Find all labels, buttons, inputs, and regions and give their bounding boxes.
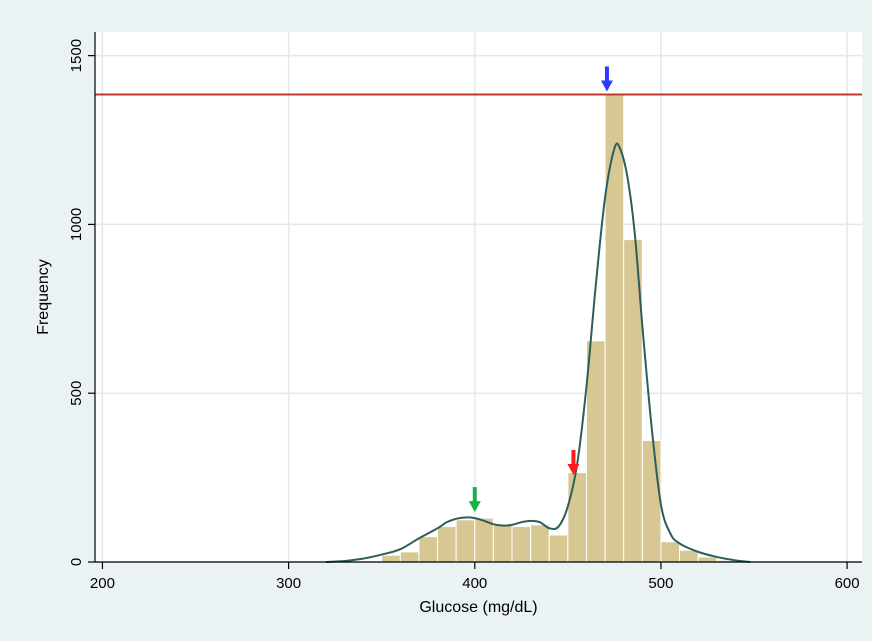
y-tick-label-500: 500 xyxy=(68,381,85,406)
y-tick-label-1500: 1500 xyxy=(68,39,85,72)
histogram-bar-460 xyxy=(585,340,606,563)
y-axis-ticks: 0 500 1000 1500 xyxy=(68,39,95,566)
histogram-bar-380 xyxy=(437,526,457,563)
arrow-shaft xyxy=(571,449,576,465)
histogram-bar-370 xyxy=(418,536,439,563)
histogram-bar-420 xyxy=(511,526,532,563)
histogram-bar-510 xyxy=(679,549,699,563)
arrow-head xyxy=(600,80,613,92)
arrow-shaft xyxy=(604,66,609,82)
histogram-bar-390 xyxy=(455,519,476,563)
histogram-bar-360 xyxy=(399,551,420,563)
histogram-bar-440 xyxy=(548,534,569,563)
y-axis-title: Frequency xyxy=(35,259,52,335)
histogram-bar-450 xyxy=(567,472,587,563)
histogram-bar-470 xyxy=(604,93,625,563)
arrow-head xyxy=(468,501,481,513)
y-tick-label-1000: 1000 xyxy=(68,208,85,241)
x-axis-title: Glucose (mg/dL) xyxy=(419,599,537,616)
arrow-markers xyxy=(468,66,613,513)
x-tick-label-600: 600 xyxy=(835,575,860,592)
arrow-marker-2 xyxy=(600,66,613,92)
histogram-bar-490 xyxy=(641,439,662,563)
x-tick-label-500: 500 xyxy=(648,575,673,592)
histogram-bar-520 xyxy=(697,556,718,563)
x-tick-label-200: 200 xyxy=(90,575,115,592)
x-axis-ticks: 200 300 400 500 600 xyxy=(90,562,860,592)
arrow-marker-1 xyxy=(567,449,580,475)
density-curve xyxy=(325,142,751,563)
histogram-bar-500 xyxy=(660,541,681,563)
arrow-head xyxy=(567,463,580,475)
axes xyxy=(94,32,862,563)
plot-area-background xyxy=(95,32,862,562)
histogram-bar-430 xyxy=(530,524,550,563)
histogram-bar-400 xyxy=(474,517,494,563)
arrow-marker-3 xyxy=(468,487,481,513)
y-tick-label-0: 0 xyxy=(68,558,85,566)
x-tick-label-400: 400 xyxy=(462,575,487,592)
histogram-bar-410 xyxy=(492,523,513,563)
histogram-bar-350 xyxy=(381,554,401,563)
arrow-shaft xyxy=(472,487,477,503)
x-tick-label-300: 300 xyxy=(276,575,301,592)
